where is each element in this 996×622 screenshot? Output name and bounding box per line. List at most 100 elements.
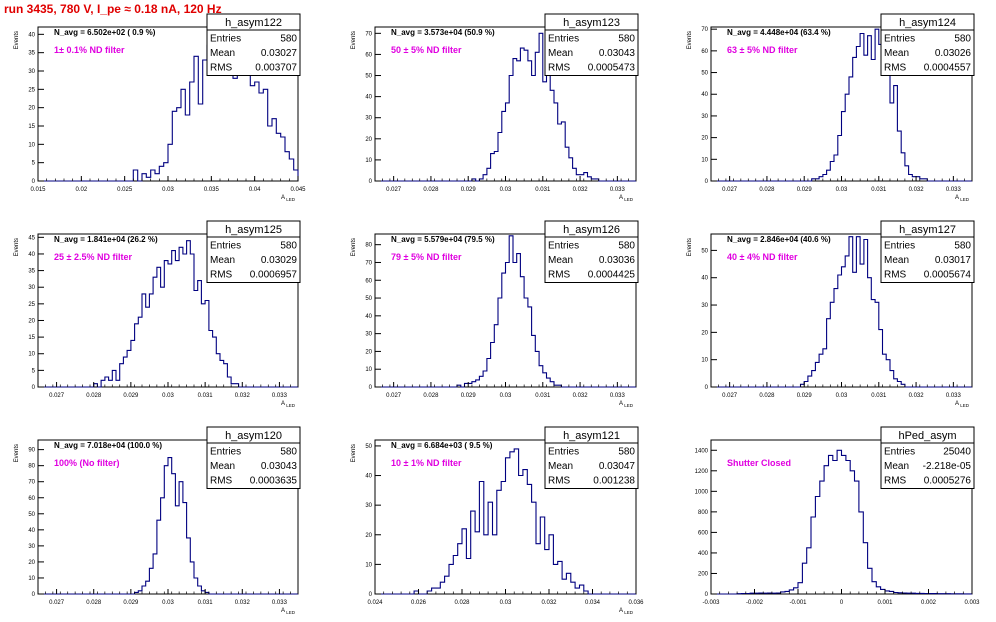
stats-label: RMS (210, 270, 233, 281)
y-tick-label: 20 (701, 136, 708, 142)
y-tick-label: 35 (28, 51, 35, 57)
x-tick-label: 0.033 (946, 393, 962, 399)
y-axis-label: Events (14, 31, 20, 49)
stats-box (206, 13, 301, 76)
x-axis-label: A LED (619, 608, 634, 615)
n-avg-header: N_avg = 7.018e+04 (100.0 %) (54, 441, 162, 450)
x-axis-label: A LED (281, 608, 296, 615)
stats-value: 0.03043 (599, 48, 636, 59)
y-tick-label: 10 (701, 358, 708, 364)
x-tick-label: 0.027 (386, 187, 402, 193)
x-tick-label: 0.029 (123, 600, 139, 606)
x-tick-label: 0.001 (877, 600, 893, 606)
n-avg-header: N_avg = 6.684e+03 ( 9.5 %) (391, 441, 493, 450)
y-tick-label: 10 (28, 352, 35, 358)
n-avg-header: N_avg = 3.573e+04 (50.9 %) (391, 28, 495, 37)
stats-value: 25040 (943, 447, 971, 458)
y-axis-label: Events (351, 238, 357, 256)
filter-annotation: 63 ± 5% ND filter (727, 45, 798, 55)
x-tick-label: 0.027 (386, 393, 402, 399)
x-tick-label: 0.024 (367, 600, 383, 606)
y-tick-label: 0 (32, 179, 36, 185)
x-tick-label: 0.032 (909, 187, 925, 193)
filter-annotation: 10 ± 1% ND filter (391, 458, 462, 468)
x-tick-label: 0.031 (535, 187, 551, 193)
y-tick-label: 40 (28, 252, 35, 258)
stats-label: Mean (548, 461, 573, 472)
y-tick-label: 40 (701, 92, 708, 98)
stats-label: Entries (884, 447, 915, 458)
x-tick-label: 0.031 (871, 393, 887, 399)
stats-box (880, 426, 975, 489)
y-tick-label: 0 (705, 385, 709, 391)
y-tick-label: 40 (28, 32, 35, 38)
stats-label: Entries (884, 34, 915, 45)
x-tick-label: -0.002 (746, 600, 764, 606)
stats-label: RMS (548, 63, 571, 74)
x-tick-label: 0.04 (249, 187, 261, 193)
x-tick-label: 0.03 (500, 187, 512, 193)
histogram-name: h_asym124 (899, 17, 956, 29)
x-tick-label: 0.03 (162, 393, 174, 399)
y-axis-label: Events (351, 444, 357, 462)
stats-label: RMS (548, 270, 571, 281)
stats-value: 580 (280, 241, 297, 252)
y-tick-label: 0 (32, 385, 36, 391)
histogram-name: h_asym121 (563, 430, 620, 442)
y-tick-label: 1200 (695, 469, 709, 475)
histogram-line (375, 235, 636, 388)
y-axis-label: Events (351, 31, 357, 49)
histogram-line (711, 236, 972, 388)
y-tick-label: 20 (701, 330, 708, 336)
stats-value: 0.03026 (935, 48, 972, 59)
histogram-panel-hPed_asym: -0.003 -0.002 -0.001 0 0.001 0.002 0.003 0 200 40… (695, 426, 980, 606)
x-tick-label: 0.036 (628, 600, 644, 606)
y-tick-label: 15 (28, 124, 35, 130)
x-tick-label: 0.032 (541, 600, 557, 606)
stats-value: 580 (954, 241, 971, 252)
y-tick-label: 0 (369, 592, 373, 598)
x-tick-label: -0.003 (702, 600, 720, 606)
y-tick-label: 80 (365, 243, 372, 249)
x-axis-label-subscript: LED (285, 610, 296, 615)
x-tick-label: 0.028 (423, 187, 439, 193)
x-tick-label: 0.015 (30, 187, 46, 193)
stats-value: 0.0004557 (924, 63, 972, 74)
y-tick-label: 35 (28, 269, 35, 275)
x-tick-label: 0.031 (535, 393, 551, 399)
stats-label: Entries (210, 447, 241, 458)
y-tick-label: 70 (701, 27, 708, 33)
y-tick-label: 90 (28, 448, 35, 454)
stats-label: Mean (548, 255, 573, 266)
y-tick-label: 0 (369, 385, 373, 391)
y-tick-label: 0 (705, 592, 709, 598)
y-tick-label: 45 (28, 235, 35, 241)
stats-value: 0.03027 (261, 48, 298, 59)
stats-label: Entries (884, 241, 915, 252)
stats-label: Mean (210, 461, 235, 472)
y-tick-label: 50 (365, 296, 372, 302)
y-tick-label: 1000 (695, 489, 709, 495)
histogram-panel-h_asym121: 0.024 0.026 0.028 0.03 0.032 0.034 0.036 0 10 20 3… (351, 426, 644, 615)
x-tick-label: 0.03 (500, 600, 512, 606)
y-tick-label: 1400 (695, 448, 709, 454)
x-axis-label-subscript: LED (623, 197, 634, 202)
y-tick-label: 20 (365, 137, 372, 143)
y-tick-label: 0 (369, 179, 373, 185)
x-tick-label: 0.034 (585, 600, 601, 606)
stats-value: 0.03036 (599, 255, 636, 266)
stats-value: 0.003707 (255, 63, 297, 74)
stats-box (206, 426, 301, 489)
stats-label: RMS (210, 476, 233, 487)
y-tick-label: 70 (365, 31, 372, 37)
filter-annotation: Shutter Closed (727, 458, 791, 468)
stats-label: Mean (884, 255, 909, 266)
filter-annotation: 50 ± 5% ND filter (391, 45, 462, 55)
y-tick-label: 40 (701, 276, 708, 282)
stats-label: RMS (884, 270, 907, 281)
histogram-panel-h_asym126: 0.027 0.028 0.029 0.03 0.031 0.032 0.033 0 10 20 3… (351, 220, 639, 408)
x-tick-label: 0.028 (86, 600, 102, 606)
n-avg-header: N_avg = 6.502e+02 ( 0.9 %) (54, 28, 156, 37)
filter-annotation: 100% (No filter) (54, 458, 120, 468)
histogram-panel-h_asym122: 0.015 0.02 0.025 0.03 0.035 0.04 0.045 0 5 10 15 20… (14, 13, 306, 202)
